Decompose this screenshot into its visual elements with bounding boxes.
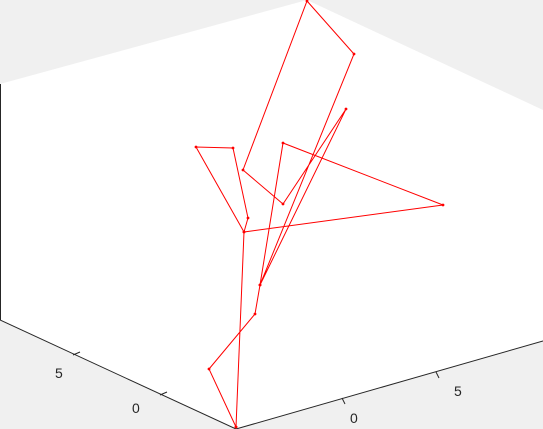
series-markers — [194, 0, 445, 429]
y-tick-label-5: 5 — [454, 383, 462, 399]
data-point-4 — [344, 107, 348, 111]
data-point-13 — [246, 216, 250, 220]
data-point-15 — [194, 145, 198, 149]
data-point-9 — [258, 283, 262, 287]
x-tick-label-5: 5 — [55, 365, 63, 381]
data-point-16 — [242, 230, 246, 234]
x-tick-mark-5 — [72, 351, 81, 356]
x-axis-line — [0, 319, 237, 429]
data-point-6 — [241, 168, 245, 172]
y-tick-label-0: 0 — [350, 410, 358, 426]
data-point-2 — [253, 312, 257, 316]
data-point-8 — [352, 52, 356, 56]
data-point-17 — [234, 425, 238, 429]
x-tick-label-0: 0 — [132, 400, 140, 416]
y-tick-mark-5 — [435, 371, 440, 379]
series-line-trajectory — [195, 0, 444, 428]
data-point-10 — [281, 141, 285, 145]
data-point-14 — [231, 146, 235, 150]
y-axis-line — [235, 340, 543, 429]
x-tick-mark-0 — [159, 391, 168, 396]
data-point-7 — [305, 0, 309, 3]
data-point-5 — [281, 202, 285, 206]
data-point-11 — [441, 203, 445, 207]
y-tick-mark-0 — [341, 397, 346, 405]
data-point-1 — [207, 367, 211, 371]
